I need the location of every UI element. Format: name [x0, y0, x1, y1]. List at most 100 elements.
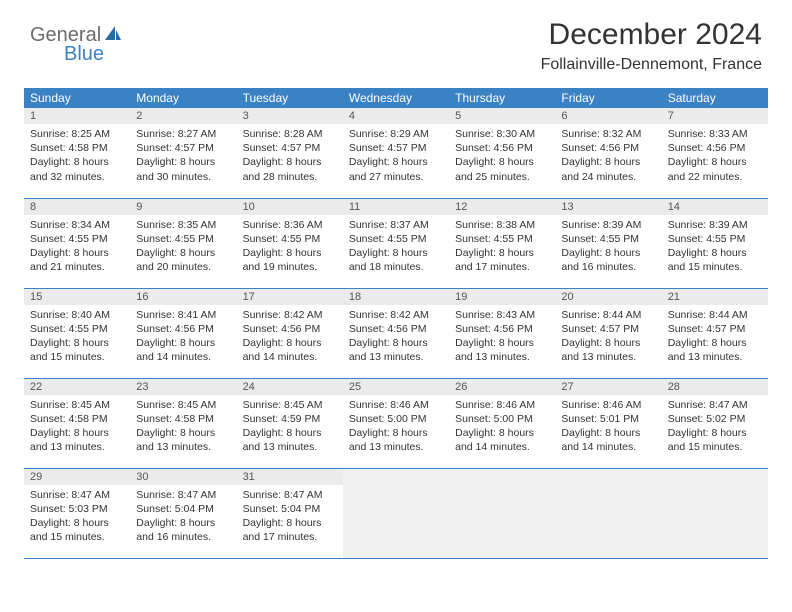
sunset-line: Sunset: 5:00 PM	[455, 412, 549, 426]
page-title: December 2024	[541, 18, 762, 52]
day-number: 1	[24, 108, 130, 124]
sunrise-line: Sunrise: 8:32 AM	[561, 127, 655, 141]
calendar-day-cell: 30Sunrise: 8:47 AMSunset: 5:04 PMDayligh…	[130, 468, 236, 558]
calendar-day-cell: 9Sunrise: 8:35 AMSunset: 4:55 PMDaylight…	[130, 198, 236, 288]
day-number: 11	[343, 199, 449, 215]
day-number: 27	[555, 379, 661, 395]
logo-sail-icon	[103, 24, 123, 46]
day-info: Sunrise: 8:40 AMSunset: 4:55 PMDaylight:…	[24, 305, 130, 369]
sunset-line: Sunset: 4:56 PM	[349, 322, 443, 336]
sunset-line: Sunset: 4:55 PM	[243, 232, 337, 246]
logo-word-2: Blue	[64, 44, 104, 64]
sunset-line: Sunset: 4:57 PM	[561, 322, 655, 336]
calendar-day-cell: 26Sunrise: 8:46 AMSunset: 5:00 PMDayligh…	[449, 378, 555, 468]
sunrise-line: Sunrise: 8:45 AM	[243, 398, 337, 412]
sunset-line: Sunset: 4:55 PM	[30, 232, 124, 246]
sunset-line: Sunset: 4:57 PM	[668, 322, 762, 336]
daylight-line: Daylight: 8 hours and 28 minutes.	[243, 155, 337, 183]
weekday-header: Sunday	[24, 88, 130, 108]
day-number: 5	[449, 108, 555, 124]
day-info: Sunrise: 8:36 AMSunset: 4:55 PMDaylight:…	[237, 215, 343, 279]
day-info: Sunrise: 8:45 AMSunset: 4:58 PMDaylight:…	[24, 395, 130, 459]
calendar-day-cell: 21Sunrise: 8:44 AMSunset: 4:57 PMDayligh…	[662, 288, 768, 378]
weekday-header: Tuesday	[237, 88, 343, 108]
daylight-line: Daylight: 8 hours and 14 minutes.	[136, 336, 230, 364]
calendar-day-cell: 15Sunrise: 8:40 AMSunset: 4:55 PMDayligh…	[24, 288, 130, 378]
day-number: 10	[237, 199, 343, 215]
weekday-header: Monday	[130, 88, 236, 108]
sunset-line: Sunset: 4:56 PM	[243, 322, 337, 336]
daylight-line: Daylight: 8 hours and 27 minutes.	[349, 155, 443, 183]
day-number: 8	[24, 199, 130, 215]
sunrise-line: Sunrise: 8:43 AM	[455, 308, 549, 322]
daylight-line: Daylight: 8 hours and 15 minutes.	[668, 426, 762, 454]
daylight-line: Daylight: 8 hours and 22 minutes.	[668, 155, 762, 183]
day-info: Sunrise: 8:39 AMSunset: 4:55 PMDaylight:…	[662, 215, 768, 279]
sunrise-line: Sunrise: 8:46 AM	[561, 398, 655, 412]
day-info: Sunrise: 8:25 AMSunset: 4:58 PMDaylight:…	[24, 124, 130, 188]
calendar-day-cell: 23Sunrise: 8:45 AMSunset: 4:58 PMDayligh…	[130, 378, 236, 468]
daylight-line: Daylight: 8 hours and 18 minutes.	[349, 246, 443, 274]
daylight-line: Daylight: 8 hours and 15 minutes.	[30, 516, 124, 544]
day-number: 29	[24, 469, 130, 485]
day-info: Sunrise: 8:30 AMSunset: 4:56 PMDaylight:…	[449, 124, 555, 188]
calendar-day-cell: 31Sunrise: 8:47 AMSunset: 5:04 PMDayligh…	[237, 468, 343, 558]
sunrise-line: Sunrise: 8:35 AM	[136, 218, 230, 232]
calendar-day-cell: 18Sunrise: 8:42 AMSunset: 4:56 PMDayligh…	[343, 288, 449, 378]
title-block: December 2024 Follainville-Dennemont, Fr…	[541, 18, 762, 74]
sunrise-line: Sunrise: 8:34 AM	[30, 218, 124, 232]
sunrise-line: Sunrise: 8:46 AM	[349, 398, 443, 412]
sunrise-line: Sunrise: 8:30 AM	[455, 127, 549, 141]
sunrise-line: Sunrise: 8:25 AM	[30, 127, 124, 141]
day-info: Sunrise: 8:29 AMSunset: 4:57 PMDaylight:…	[343, 124, 449, 188]
sunrise-line: Sunrise: 8:39 AM	[668, 218, 762, 232]
sunset-line: Sunset: 4:59 PM	[243, 412, 337, 426]
sunrise-line: Sunrise: 8:38 AM	[455, 218, 549, 232]
day-info: Sunrise: 8:44 AMSunset: 4:57 PMDaylight:…	[555, 305, 661, 369]
day-number: 13	[555, 199, 661, 215]
day-number: 6	[555, 108, 661, 124]
day-info: Sunrise: 8:42 AMSunset: 4:56 PMDaylight:…	[237, 305, 343, 369]
daylight-line: Daylight: 8 hours and 17 minutes.	[455, 246, 549, 274]
logo: General Blue	[30, 24, 123, 64]
daylight-line: Daylight: 8 hours and 16 minutes.	[561, 246, 655, 274]
day-info: Sunrise: 8:35 AMSunset: 4:55 PMDaylight:…	[130, 215, 236, 279]
sunrise-line: Sunrise: 8:37 AM	[349, 218, 443, 232]
day-info: Sunrise: 8:37 AMSunset: 4:55 PMDaylight:…	[343, 215, 449, 279]
day-info: Sunrise: 8:47 AMSunset: 5:04 PMDaylight:…	[130, 485, 236, 549]
sunset-line: Sunset: 5:04 PM	[243, 502, 337, 516]
day-number: 3	[237, 108, 343, 124]
sunset-line: Sunset: 4:56 PM	[455, 141, 549, 155]
sunset-line: Sunset: 5:01 PM	[561, 412, 655, 426]
sunset-line: Sunset: 5:00 PM	[349, 412, 443, 426]
daylight-line: Daylight: 8 hours and 13 minutes.	[243, 426, 337, 454]
day-number: 9	[130, 199, 236, 215]
sunset-line: Sunset: 4:55 PM	[455, 232, 549, 246]
day-info: Sunrise: 8:27 AMSunset: 4:57 PMDaylight:…	[130, 124, 236, 188]
sunset-line: Sunset: 4:58 PM	[30, 141, 124, 155]
calendar-day-cell: 8 Sunrise: 8:34 AMSunset: 4:55 PMDaylight…	[24, 198, 130, 288]
day-number: 30	[130, 469, 236, 485]
day-info: Sunrise: 8:41 AMSunset: 4:56 PMDaylight:…	[130, 305, 236, 369]
weekday-header: Friday	[555, 88, 661, 108]
sunrise-line: Sunrise: 8:42 AM	[243, 308, 337, 322]
calendar-day-cell: 6Sunrise: 8:32 AMSunset: 4:56 PMDaylight…	[555, 108, 661, 198]
daylight-line: Daylight: 8 hours and 32 minutes.	[30, 155, 124, 183]
sunset-line: Sunset: 4:57 PM	[349, 141, 443, 155]
daylight-line: Daylight: 8 hours and 21 minutes.	[30, 246, 124, 274]
sunset-line: Sunset: 4:56 PM	[668, 141, 762, 155]
header: General Blue December 2024 Follainville-…	[0, 0, 792, 78]
calendar-table: SundayMondayTuesdayWednesdayThursdayFrid…	[24, 88, 768, 559]
calendar-day-cell: 19Sunrise: 8:43 AMSunset: 4:56 PMDayligh…	[449, 288, 555, 378]
daylight-line: Daylight: 8 hours and 13 minutes.	[561, 336, 655, 364]
weekday-header: Thursday	[449, 88, 555, 108]
calendar-day-cell: 3Sunrise: 8:28 AMSunset: 4:57 PMDaylight…	[237, 108, 343, 198]
calendar-day-cell: 10Sunrise: 8:36 AMSunset: 4:55 PMDayligh…	[237, 198, 343, 288]
day-info: Sunrise: 8:28 AMSunset: 4:57 PMDaylight:…	[237, 124, 343, 188]
sunrise-line: Sunrise: 8:39 AM	[561, 218, 655, 232]
daylight-line: Daylight: 8 hours and 13 minutes.	[136, 426, 230, 454]
sunrise-line: Sunrise: 8:27 AM	[136, 127, 230, 141]
calendar-week-row: 22Sunrise: 8:45 AMSunset: 4:58 PMDayligh…	[24, 378, 768, 468]
calendar-empty-cell	[343, 468, 449, 558]
sunrise-line: Sunrise: 8:28 AM	[243, 127, 337, 141]
